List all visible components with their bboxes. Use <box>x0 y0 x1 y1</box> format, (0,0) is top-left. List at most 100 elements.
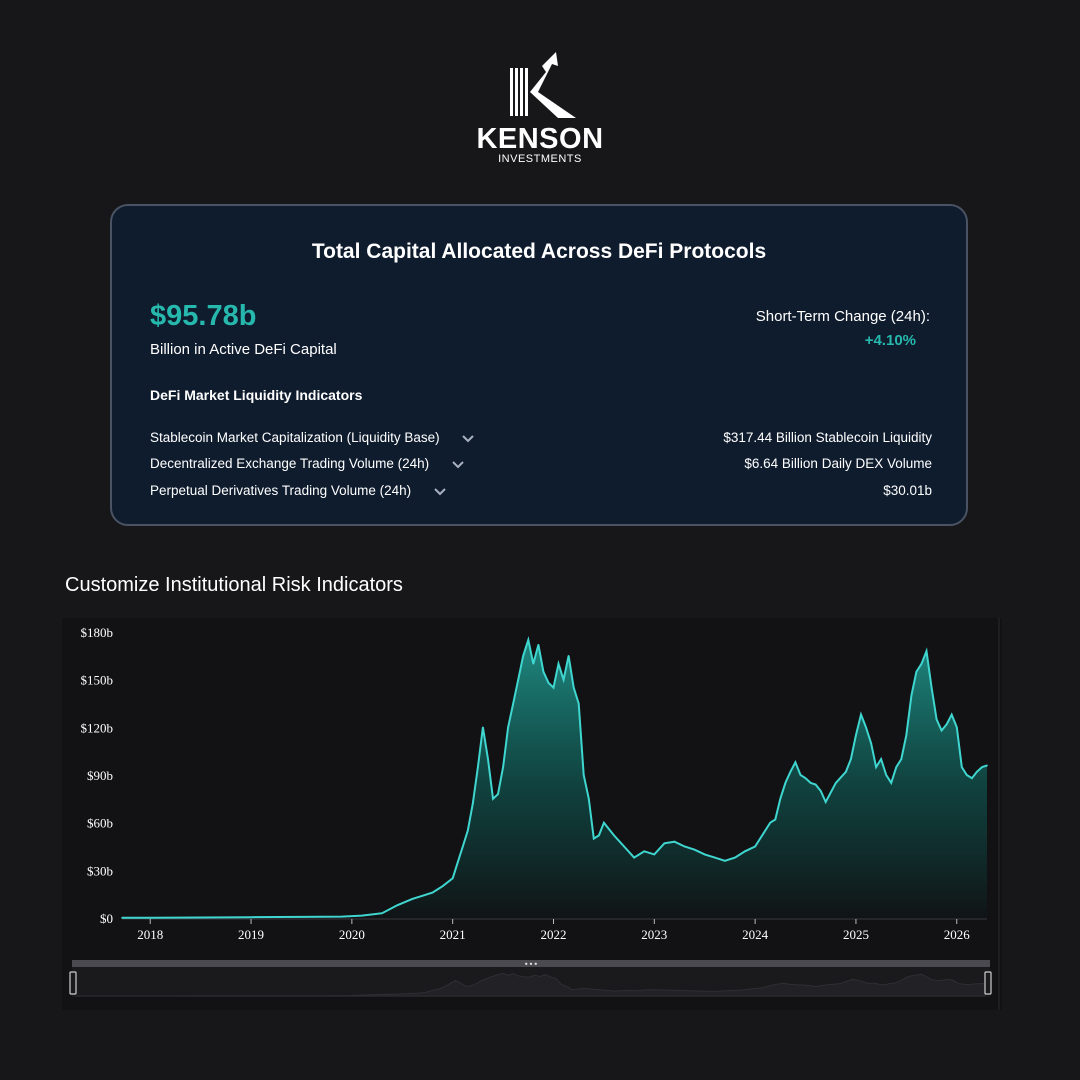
data-point <box>633 856 635 859</box>
data-point <box>769 821 772 824</box>
data-point <box>880 758 882 760</box>
brand-subtitle: INVESTMENTS <box>498 153 582 165</box>
data-point <box>976 771 978 773</box>
data-point <box>643 850 646 853</box>
brand-logo: KENSON INVESTMENTS <box>470 48 610 168</box>
svg-text:•••: ••• <box>524 960 538 969</box>
y-tick-label: $0 <box>100 911 113 926</box>
y-tick-label: $30b <box>87 863 113 878</box>
data-point <box>542 670 545 673</box>
data-point <box>950 713 953 716</box>
indicator-value: $6.64 Billion Daily DEX Volume <box>744 456 932 471</box>
data-point <box>572 686 575 689</box>
data-point <box>552 686 555 689</box>
data-point <box>971 777 973 779</box>
data-point <box>482 726 484 729</box>
data-point <box>940 729 943 732</box>
chevron-down-icon[interactable] <box>461 431 475 446</box>
data-point <box>855 734 857 737</box>
indicator-value: $30.01b <box>883 483 932 498</box>
data-point <box>461 845 464 848</box>
data-point <box>754 845 756 848</box>
data-point <box>199 916 202 919</box>
x-tick-label: 2018 <box>137 927 163 942</box>
x-tick-label: 2021 <box>440 927 466 942</box>
data-point <box>623 845 625 848</box>
series-points <box>121 639 988 919</box>
data-point <box>673 840 676 843</box>
range-selector-preview <box>76 972 986 997</box>
data-point <box>653 853 656 856</box>
change-value: +4.10% <box>864 332 916 349</box>
data-point <box>683 845 686 848</box>
y-tick-label: $180b <box>81 625 114 640</box>
kenson-mark-icon <box>510 52 576 118</box>
data-point <box>451 877 454 880</box>
indicator-label: Perpetual Derivatives Trading Volume (24… <box>150 483 412 498</box>
x-tick-label: 2025 <box>843 927 869 942</box>
data-point <box>472 802 474 805</box>
data-point <box>149 916 152 919</box>
data-point <box>764 829 767 832</box>
y-tick-label: $90b <box>87 768 113 783</box>
data-point <box>121 917 123 919</box>
data-point <box>703 853 706 856</box>
x-axis: 2018 2019 2020 2021 2022 2023 2024 2025 2026 <box>122 918 987 942</box>
data-point <box>960 766 963 768</box>
data-point <box>532 662 535 665</box>
y-axis: $0 $30b $60b $90b $120b $150b $180b <box>81 625 114 926</box>
data-point <box>724 860 726 862</box>
data-point <box>804 777 807 779</box>
data-point <box>613 834 615 837</box>
data-point <box>819 790 822 792</box>
data-point <box>814 783 817 786</box>
data-point <box>466 829 469 832</box>
data-point <box>845 771 847 773</box>
series-line <box>121 635 988 919</box>
data-point <box>774 818 777 821</box>
data-point <box>300 916 303 918</box>
data-point <box>421 894 424 897</box>
x-tick-label: 2020 <box>339 927 365 942</box>
data-point <box>744 850 746 853</box>
defi-capital-card: Total Capital Allocated Across DeFi Prot… <box>110 204 968 526</box>
data-point <box>779 798 782 800</box>
data-point <box>477 766 479 768</box>
data-point <box>693 848 696 851</box>
data-point <box>945 723 948 725</box>
data-point <box>598 834 600 837</box>
data-point <box>537 643 540 646</box>
data-point <box>794 761 797 764</box>
indicator-row-dex-volume[interactable]: Decentralized Exchange Trading Volume (2… <box>150 456 932 478</box>
data-point <box>713 856 716 859</box>
range-selector[interactable]: ••• <box>69 960 992 997</box>
chevron-down-icon[interactable] <box>451 457 465 472</box>
data-point <box>834 782 837 784</box>
data-point <box>507 726 509 729</box>
data-point <box>567 655 570 657</box>
indicator-row-perp-volume[interactable]: Perpetual Derivatives Trading Volume (24… <box>150 483 932 505</box>
data-point <box>517 678 520 681</box>
range-handle-right[interactable] <box>984 971 992 995</box>
chevron-down-icon[interactable] <box>433 484 447 499</box>
data-point <box>915 670 918 673</box>
data-point <box>799 774 802 776</box>
x-tick-label: 2024 <box>742 927 769 942</box>
tvl-chart-svg: $0$30b$60b$90b$120b$150b$180b 2018 2019 20… <box>69 618 1000 1010</box>
data-point <box>870 742 872 745</box>
x-tick-label: 2022 <box>540 927 566 942</box>
data-point <box>587 798 590 800</box>
y-tick-label: $120b <box>81 720 114 735</box>
data-point <box>487 758 489 760</box>
data-point <box>885 774 887 776</box>
brand-name: KENSON <box>476 123 604 155</box>
data-point <box>860 713 862 716</box>
range-handle-left[interactable] <box>69 971 77 995</box>
data-point <box>577 702 580 705</box>
data-point <box>986 764 988 767</box>
data-point <box>497 793 499 795</box>
data-point <box>895 766 898 768</box>
data-point <box>981 766 983 768</box>
indicator-row-stablecoin[interactable]: Stablecoin Market Capitalization (Liquid… <box>150 430 932 452</box>
data-point <box>925 650 928 652</box>
